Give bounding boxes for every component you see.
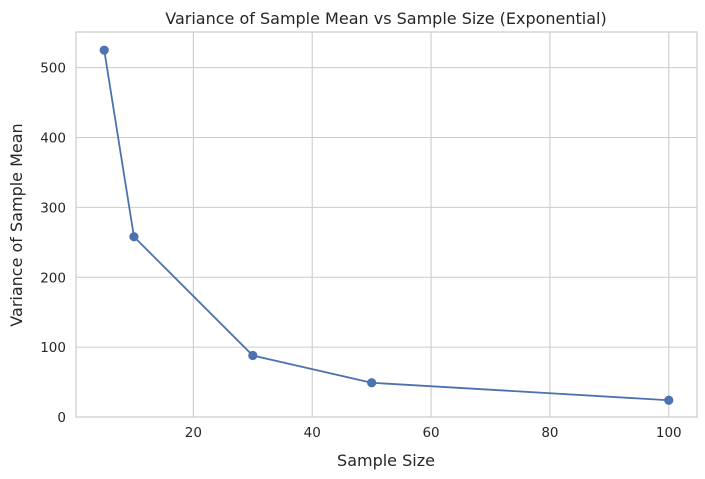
y-tick-label: 300 [40,200,66,216]
y-tick-label: 500 [40,61,66,77]
y-tick-label: 0 [57,410,66,426]
plot-frame [75,31,698,418]
x-axis-label: Sample Size [337,451,435,470]
series-layer [99,45,674,405]
data-point [664,395,674,405]
chart-title: Variance of Sample Mean vs Sample Size (… [165,9,606,28]
x-tick-label: 80 [541,425,558,441]
grid [76,32,697,418]
data-point [99,45,109,55]
x-tick-label: 60 [422,425,439,441]
data-point [367,378,377,388]
x-tick-label: 40 [304,425,321,441]
y-tick-label: 100 [40,340,66,356]
y-axis-label: Variance of Sample Mean [7,123,26,326]
data-point [248,350,258,361]
y-tick-label: 200 [40,270,66,286]
series-line [103,50,669,402]
y-tick-label: 400 [40,131,66,147]
data-point [129,232,139,242]
x-tick-label: 100 [656,425,682,441]
x-tick-label: 20 [185,425,202,441]
tick-labels: 20 40 60 80 100 0 100 200 300 400 500 [40,61,681,441]
